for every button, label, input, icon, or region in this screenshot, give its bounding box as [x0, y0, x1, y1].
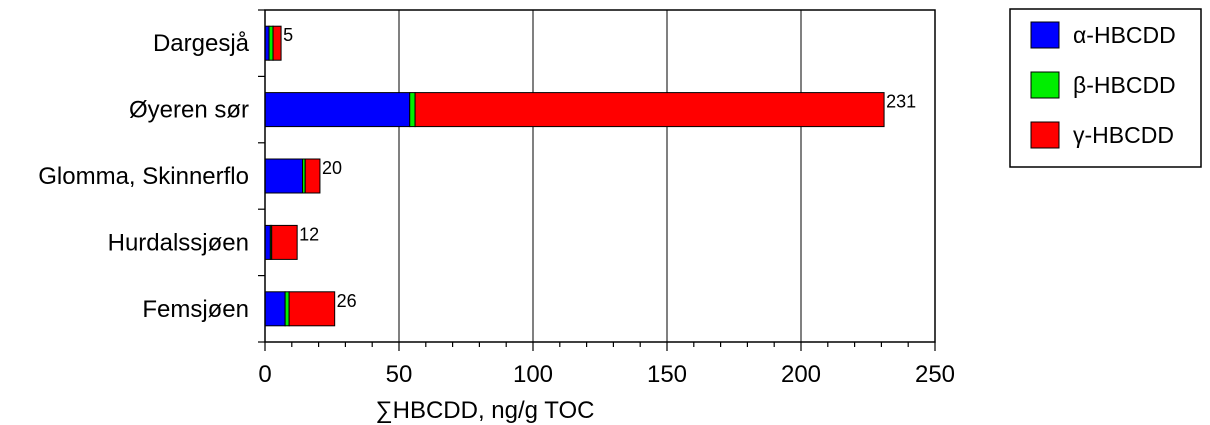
x-tick-label: 200: [781, 361, 821, 388]
plot-background: [265, 10, 935, 342]
legend-swatch: [1030, 71, 1060, 99]
x-tick-label: 0: [258, 361, 271, 388]
bar-segment-3: [414, 92, 885, 128]
bar-segment-3: [304, 158, 321, 194]
bar-segment-3: [271, 224, 298, 260]
bar-segment-1: [264, 291, 286, 327]
legend-label: β-HBCDD: [1073, 72, 1176, 98]
category-label: Glomma, Skinnerflo: [38, 163, 249, 190]
category-label: Hurdalssjøen: [108, 229, 249, 256]
bar-segment-3: [272, 25, 282, 61]
total-value-label: 5: [283, 25, 293, 45]
category-label: Femsjøen: [142, 296, 249, 323]
y-axis-ticks: [258, 9, 265, 343]
legend-items: α-HBCDD β-HBCDD γ-HBCDD: [1030, 21, 1176, 149]
legend-swatch: [1030, 121, 1060, 149]
bar-segment-1: [264, 92, 411, 128]
x-tick-label: 50: [386, 361, 413, 388]
total-value-label: 20: [322, 158, 342, 178]
x-tick-label: 250: [915, 361, 955, 388]
x-axis-ticks: 0 50 100 150 200 250: [258, 342, 955, 388]
category-label: Øyeren sør: [129, 97, 249, 124]
bar-segment-3: [288, 291, 336, 327]
bars: [264, 25, 885, 327]
bar-segment-1: [264, 224, 271, 260]
bar-segment-1: [264, 158, 304, 194]
x-tick-label: 150: [647, 361, 687, 388]
legend-label: α-HBCDD: [1073, 22, 1176, 48]
legend-swatch: [1030, 21, 1060, 49]
category-labels: Dargesjå Øyeren sør Glomma, Skinnerflo Hurd…: [38, 30, 249, 323]
total-value-label: 12: [299, 224, 319, 244]
bar-segment-2: [409, 92, 416, 128]
bar-segment-2: [268, 25, 274, 61]
legend: α-HBCDD β-HBCDD γ-HBCDD: [1009, 8, 1202, 168]
total-labels: 5 231 20 12 26: [283, 25, 916, 311]
total-value-label: 26: [337, 291, 357, 311]
legend-label: γ-HBCDD: [1073, 122, 1174, 148]
x-tick-label: 100: [513, 361, 553, 388]
grid-lines: [398, 10, 802, 342]
category-label: Dargesjå: [153, 30, 250, 57]
x-axis-title: ∑HBCDD, ng/g TOC: [376, 397, 595, 424]
total-value-label: 231: [886, 92, 916, 112]
bar-segment-2: [284, 291, 290, 327]
plot-frame: [264, 9, 936, 343]
